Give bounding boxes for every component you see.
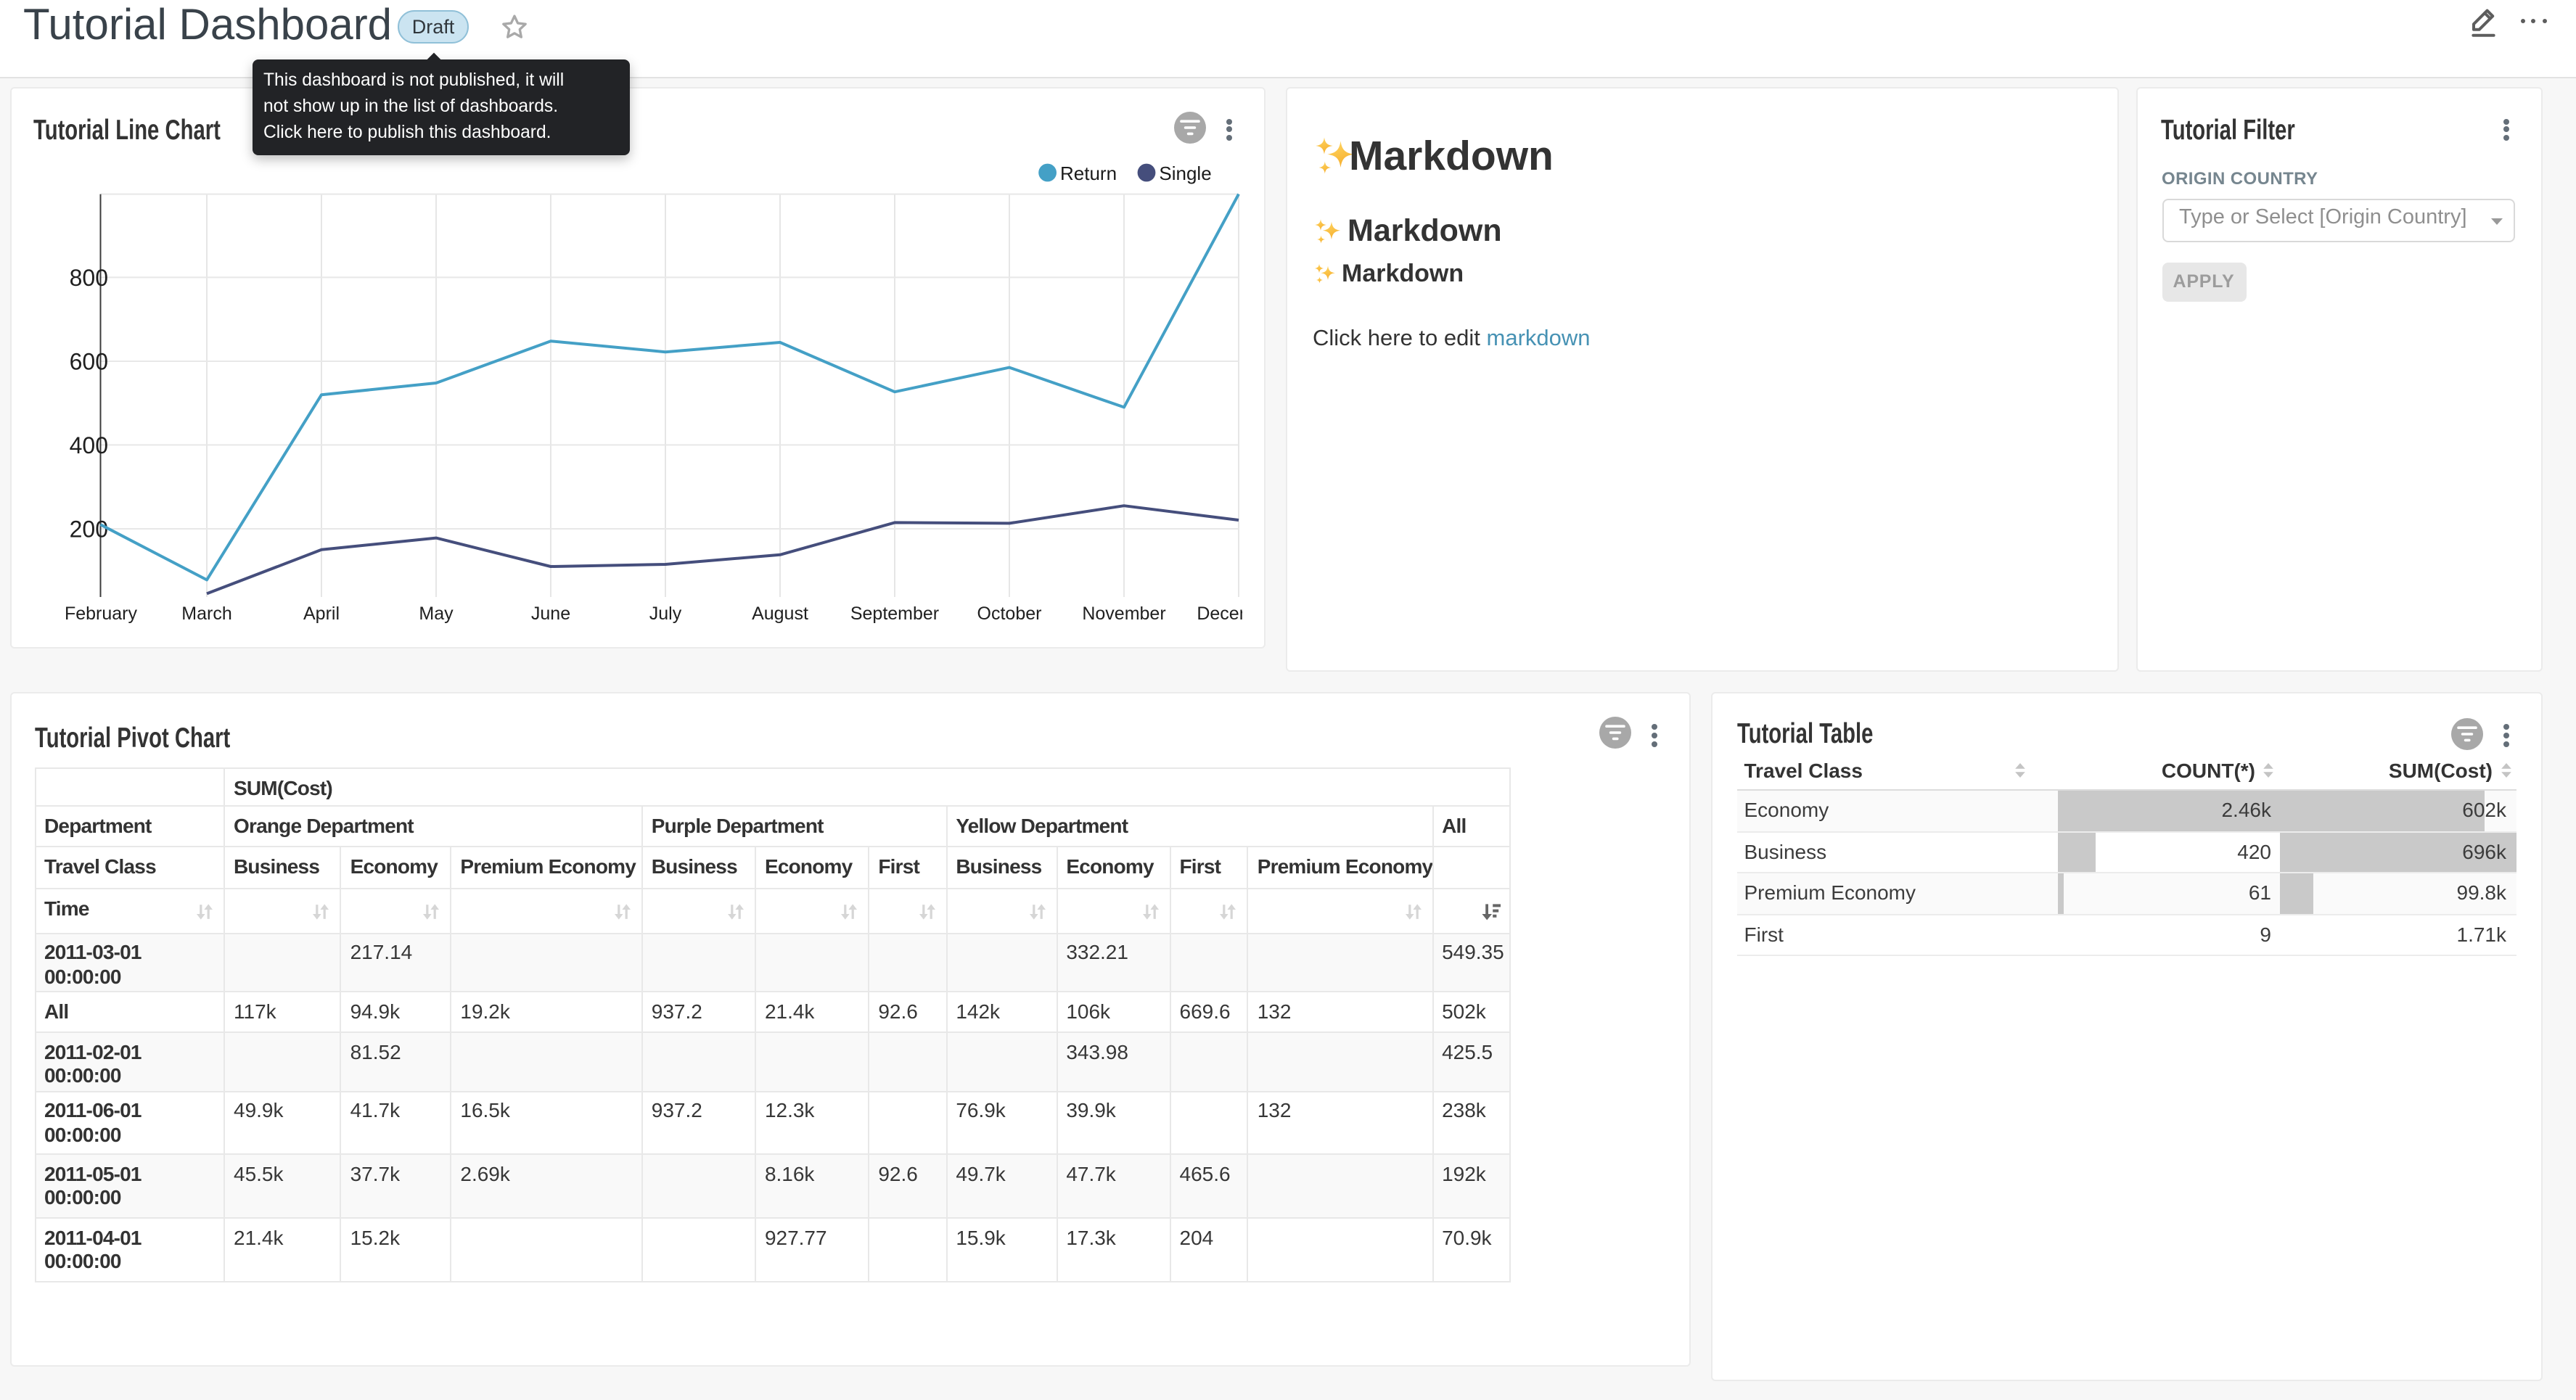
svg-text:June: June (530, 604, 570, 624)
svg-text:December: December (1196, 604, 1242, 624)
svg-text:200: 200 (69, 516, 107, 543)
svg-text:September: September (850, 604, 938, 624)
svg-text:400: 400 (69, 432, 107, 458)
svg-text:August: August (751, 604, 808, 624)
svg-text:Single: Single (1158, 162, 1210, 184)
svg-text:November: November (1081, 604, 1165, 624)
svg-text:Return: Return (1059, 162, 1116, 184)
svg-text:March: March (181, 604, 231, 624)
svg-text:April: April (303, 604, 339, 624)
svg-text:July: July (649, 604, 681, 624)
svg-text:October: October (977, 604, 1041, 624)
svg-text:800: 800 (69, 265, 107, 291)
svg-text:May: May (418, 604, 453, 624)
svg-text:February: February (64, 604, 137, 624)
svg-text:600: 600 (69, 349, 107, 375)
